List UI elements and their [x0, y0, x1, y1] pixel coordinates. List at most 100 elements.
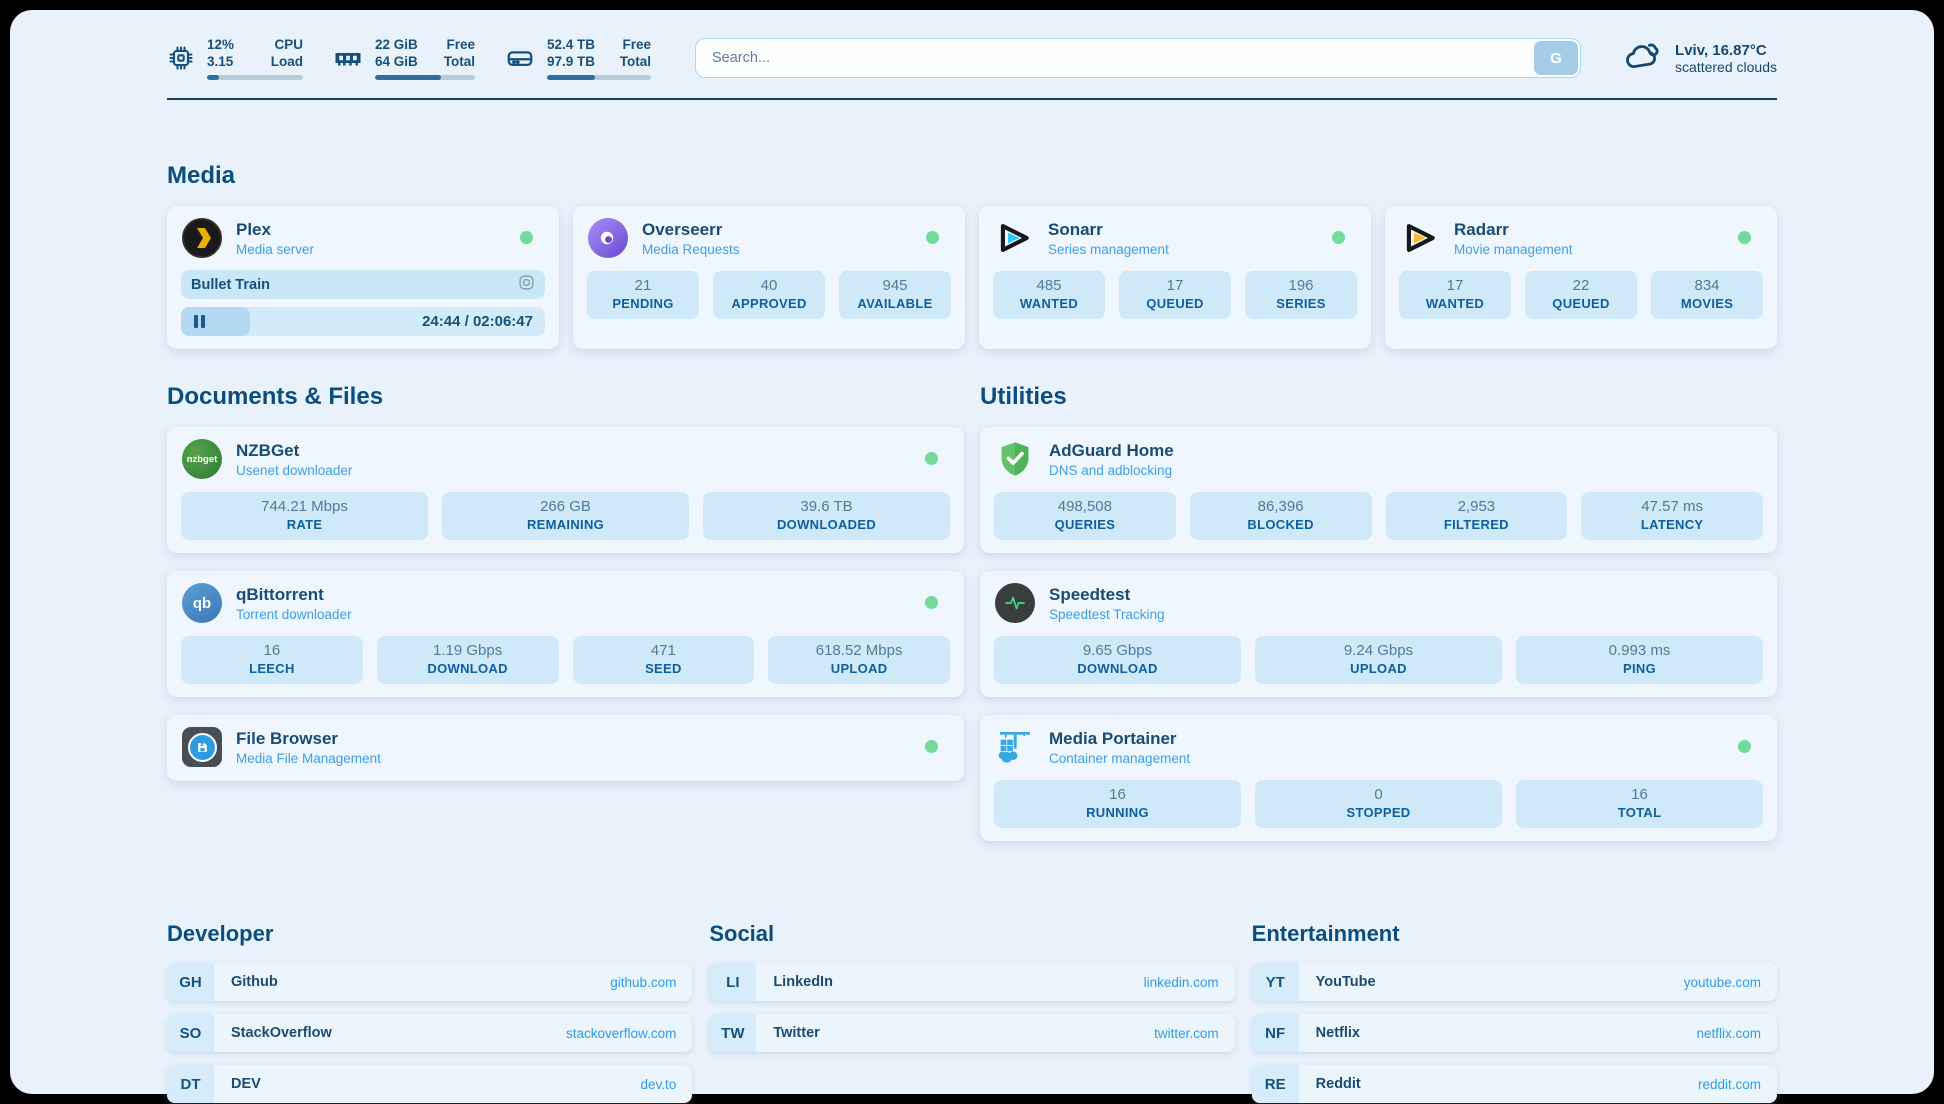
service-name: File Browser	[236, 728, 339, 748]
link-tag: LI	[709, 963, 757, 1001]
disk-stat: 52.4 TB Free 97.9 TB Total	[505, 36, 651, 80]
stat-tile: 945 AVAILABLE	[839, 271, 951, 319]
link-tag: DT	[167, 1065, 214, 1103]
service-card-speedtest[interactable]: Speedtest Speedtest Tracking 9.65 Gbps DO…	[980, 571, 1777, 697]
link-url: reddit.com	[1697, 1076, 1761, 1092]
stat-tile: 17 WANTED	[1399, 271, 1511, 319]
stat-tile: 9.24 Gbps UPLOAD	[1255, 636, 1502, 684]
ram-total: 64 GiB	[375, 54, 418, 69]
service-card-qbittorrent[interactable]: qb qBittorrent Torrent downloader 16 LEEC…	[167, 571, 964, 697]
playback-progress: 24:44 / 02:06:47	[181, 307, 545, 336]
service-subtitle: Media Requests	[642, 241, 740, 257]
link-github[interactable]: GH Github github.com	[167, 963, 693, 1001]
plex-icon	[181, 217, 223, 259]
disk-total-label: Total	[619, 54, 651, 69]
service-card-overseerr[interactable]: Overseerr Media Requests 21 PENDING 40 APP…	[573, 206, 965, 349]
service-subtitle: Torrent downloader	[236, 606, 352, 622]
service-card-adguard[interactable]: AdGuard Home DNS and adblocking 498,508 Q…	[980, 427, 1777, 553]
link-youtube[interactable]: YT YouTube youtube.com	[1251, 963, 1777, 1001]
link-tag: RE	[1251, 1065, 1299, 1103]
stat-tile: 22 QUEUED	[1525, 271, 1637, 319]
overseerr-icon	[587, 217, 629, 259]
stat-tile: 47.57 ms LATENCY	[1581, 492, 1763, 540]
cpu-icon	[167, 44, 195, 72]
status-dot	[1738, 740, 1751, 753]
link-twitter[interactable]: TW Twitter twitter.com	[709, 1014, 1235, 1052]
service-name: Radarr	[1454, 219, 1509, 239]
search-box: G	[695, 38, 1582, 78]
link-name: Reddit	[1315, 1076, 1361, 1092]
link-linkedin[interactable]: LI LinkedIn linkedin.com	[709, 963, 1235, 1001]
link-name: YouTube	[1315, 974, 1376, 990]
service-subtitle: Series management	[1048, 241, 1169, 257]
cpu-stat: 12% CPU 3.15 Load	[167, 36, 303, 80]
service-name: Speedtest	[1049, 584, 1131, 604]
stat-tile: 485 WANTED	[993, 271, 1105, 319]
portainer-icon	[994, 726, 1036, 768]
stream-title: Bullet Train	[191, 276, 270, 293]
status-dot	[925, 452, 938, 465]
link-url: dev.to	[640, 1076, 677, 1092]
stat-tile: 86,396 BLOCKED	[1189, 492, 1372, 540]
service-card-nzbget[interactable]: nzbget NZBGet Usenet downloader 744.21 M…	[167, 427, 964, 553]
stat-tile: 618.52 Mbps UPLOAD	[768, 636, 950, 684]
search-engine-button[interactable]: G	[1534, 41, 1579, 75]
service-name: NZBGet	[236, 440, 300, 460]
stat-tile: 17 QUEUED	[1119, 271, 1231, 319]
playback-time: 24:44 / 02:06:47	[422, 313, 533, 330]
service-subtitle: DNS and adblocking	[1049, 462, 1173, 478]
link-tag: GH	[167, 963, 214, 1001]
top-bar: 12% CPU 3.15 Load 22 GiB Free 64 GiB T	[167, 36, 1777, 80]
link-url: netflix.com	[1696, 1025, 1761, 1041]
cloud-icon	[1623, 38, 1663, 79]
disk-free: 52.4 TB	[547, 37, 596, 52]
section-title-entertainment: Entertainment	[1251, 921, 1400, 946]
link-stackoverflow[interactable]: SO StackOverflow stackoverflow.com	[167, 1014, 693, 1052]
stat-tile: 266 GB REMAINING	[442, 492, 689, 540]
section-title-utilities: Utilities	[980, 383, 1067, 410]
link-name: DEV	[231, 1076, 261, 1092]
status-dot	[520, 231, 533, 244]
cpu-label: CPU	[274, 37, 303, 52]
link-name: Github	[231, 974, 278, 990]
service-name: Plex	[236, 219, 271, 239]
stat-tile: 834 MOVIES	[1651, 271, 1763, 319]
link-url: youtube.com	[1683, 974, 1761, 990]
service-card-filebrowser[interactable]: File Browser Media File Management	[167, 715, 964, 781]
service-subtitle: Speedtest Tracking	[1049, 606, 1165, 622]
cpu-progress	[207, 75, 303, 80]
service-name: AdGuard Home	[1049, 440, 1174, 460]
cpu-load: 3.15	[207, 54, 234, 69]
service-card-portainer[interactable]: Media Portainer Container management 16 R…	[980, 715, 1777, 841]
pause-icon	[194, 315, 205, 328]
service-name: Overseerr	[642, 219, 723, 239]
link-url: github.com	[610, 974, 677, 990]
link-tag: YT	[1251, 963, 1299, 1001]
service-subtitle: Media File Management	[236, 750, 381, 766]
service-card-plex[interactable]: Plex Media server Bullet Train	[167, 206, 559, 349]
search-input[interactable]	[695, 38, 1582, 78]
now-playing-row: Bullet Train	[181, 270, 545, 299]
service-card-radarr[interactable]: Radarr Movie management 17 WANTED 22 QUEUE…	[1385, 206, 1777, 349]
link-tag: NF	[1251, 1014, 1299, 1052]
disk-progress	[547, 75, 651, 80]
link-dev[interactable]: DT DEV dev.to	[167, 1065, 693, 1103]
stat-tile: 0 STOPPED	[1255, 780, 1502, 828]
radarr-icon	[1399, 217, 1441, 259]
status-dot	[926, 231, 939, 244]
link-name: LinkedIn	[773, 974, 833, 990]
section-title-media: Media	[167, 162, 236, 189]
stat-tile: 9.65 Gbps DOWNLOAD	[994, 636, 1241, 684]
section-title-social: Social	[709, 921, 775, 946]
link-tag: TW	[709, 1014, 757, 1052]
stat-tile: 16 LEECH	[181, 636, 363, 684]
ram-stat: 22 GiB Free 64 GiB Total	[333, 36, 475, 80]
service-subtitle: Container management	[1049, 750, 1191, 766]
cpu-usage: 12%	[207, 37, 235, 52]
link-netflix[interactable]: NF Netflix netflix.com	[1251, 1014, 1777, 1052]
stat-tile: 2,953 FILTERED	[1385, 492, 1568, 540]
service-card-sonarr[interactable]: Sonarr Series management 485 WANTED 17 QUE…	[979, 206, 1371, 349]
speedtest-icon	[994, 582, 1036, 624]
link-reddit[interactable]: RE Reddit reddit.com	[1251, 1065, 1777, 1103]
link-name: StackOverflow	[231, 1025, 332, 1041]
